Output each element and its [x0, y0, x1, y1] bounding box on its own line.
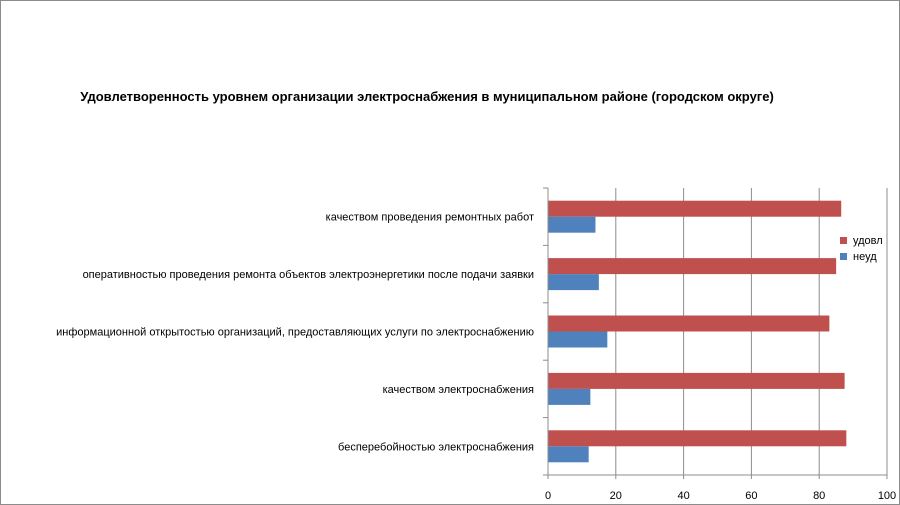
bar-udovl — [548, 372, 845, 389]
legend-swatch — [840, 237, 847, 244]
bar-udovl — [548, 315, 830, 332]
legend: удовл неуд — [840, 235, 883, 263]
legend-label: удовл — [853, 235, 883, 247]
chart-title: Удовлетворенность уровнем организации эл… — [80, 89, 774, 104]
bar-neud — [548, 274, 599, 291]
x-tick-label: 80 — [813, 490, 825, 502]
x-tick-label: 0 — [545, 490, 551, 502]
x-tick-label: 20 — [610, 490, 622, 502]
x-tick-label: 40 — [677, 490, 689, 502]
bar-neud — [548, 331, 608, 348]
bar-neud — [548, 446, 589, 463]
category-label: качеством проведения ремонтных работ — [326, 212, 534, 224]
category-label: информационной открытостью организаций, … — [56, 327, 534, 339]
bar-layer — [548, 200, 847, 463]
bar-neud — [548, 216, 596, 233]
x-tick-label: 60 — [745, 490, 757, 502]
bar-udovl — [548, 430, 847, 447]
legend-label: неуд — [853, 251, 877, 263]
axis-layer: 0 20 40 60 80 100 — [543, 187, 896, 502]
bar-udovl — [548, 200, 842, 217]
bar-udovl — [548, 258, 837, 275]
category-label: бесперебойностью электроснабжения — [338, 441, 534, 453]
category-label-layer: бесперебойностью электроснабжения качеств… — [56, 212, 534, 454]
bar-neud — [548, 388, 591, 405]
category-label: качеством электроснабжения — [383, 384, 534, 396]
x-tick-label: 100 — [878, 490, 896, 502]
legend-swatch — [840, 253, 847, 260]
category-label: оперативностью проведения ремонта объект… — [83, 269, 534, 281]
